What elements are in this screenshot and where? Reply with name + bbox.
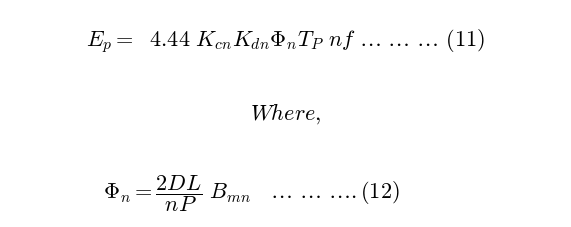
Text: $\it{Where,}$: $\it{Where,}$ [250,101,321,126]
Text: $\Phi_{n} = \dfrac{2DL}{nP}\ B_{mn} \quad \ldots\ \ldots\ \ldots.(12)$: $\Phi_{n} = \dfrac{2DL}{nP}\ B_{mn} \qua… [103,173,400,213]
Text: $E_{p} =\ \ 4.44\ K_{cn}K_{dn}\Phi_{n}T_{P}\ nf\ \ldots\ \ldots\ \ldots\ (11)$: $E_{p} =\ \ 4.44\ K_{cn}K_{dn}\Phi_{n}T_… [86,27,485,55]
